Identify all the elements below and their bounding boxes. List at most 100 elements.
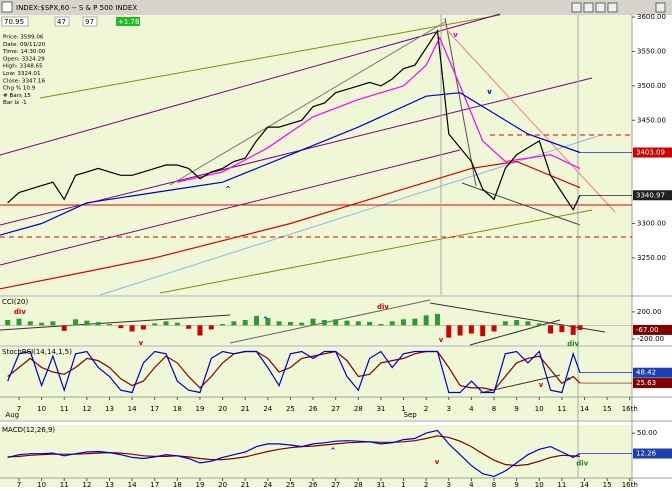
x-tick-label: 25 — [286, 481, 295, 487]
x-tick-label: 12 — [82, 481, 91, 487]
annotation: v — [539, 381, 544, 389]
x-tick-label: 21 — [241, 481, 250, 487]
annotation: v — [487, 88, 492, 96]
x-tick-label: 2 — [424, 481, 428, 487]
bar — [152, 323, 158, 326]
bar — [525, 321, 531, 326]
x-tick-label: 8 — [492, 481, 496, 487]
bar — [16, 318, 22, 326]
month-label: Aug — [5, 411, 19, 419]
bar — [310, 318, 316, 326]
field-box — [54, 16, 70, 27]
bar — [468, 325, 474, 334]
x-tick-label: 16th — [622, 481, 638, 487]
x-tick-label: 17 — [150, 481, 159, 487]
x-tick-label: 20 — [218, 481, 227, 487]
series-line — [7, 429, 581, 478]
x-tick-label: 11 — [60, 481, 69, 487]
x-tick-label: 18 — [173, 405, 182, 413]
series-line — [7, 350, 581, 391]
field-box — [1, 16, 29, 27]
bar — [548, 325, 554, 334]
x-tick-label: 24 — [263, 481, 272, 487]
value-box — [633, 367, 672, 378]
panel-title: StochRSI(14,14,1,5) — [2, 348, 72, 356]
info-line: Chg % 10.9 — [3, 86, 36, 92]
button[interactable] — [583, 2, 594, 13]
x-tick-label: 7 — [17, 481, 21, 487]
x-tick-label: 26 — [309, 405, 318, 413]
value-box-label: -67.00 — [636, 326, 659, 334]
bar — [220, 324, 226, 326]
annotation: ^ — [225, 186, 231, 194]
x-tick-label: 20 — [218, 405, 227, 413]
info-line: Bar Ix -1 — [3, 100, 27, 106]
bar — [367, 322, 373, 326]
x-tick-label: 19 — [195, 405, 204, 413]
x-tick-label: 31 — [376, 481, 385, 487]
x-tick-label: 18 — [173, 481, 182, 487]
toolbar-field: 47 — [57, 18, 66, 26]
y-tick-label: 3550.00 — [637, 47, 666, 55]
info-line: Price: 3599.06 — [3, 35, 44, 41]
toolbar — [0, 0, 672, 15]
bar — [299, 322, 305, 326]
bar — [333, 319, 339, 326]
cci-panel — [0, 297, 632, 345]
menu-icon[interactable] — [1, 1, 13, 13]
bar — [129, 325, 135, 332]
value-box — [633, 147, 672, 158]
annotation: v — [435, 458, 440, 466]
bar — [118, 325, 124, 329]
x-tick-label: 2 — [424, 405, 428, 413]
x-tick-label: 8 — [492, 405, 496, 413]
button[interactable] — [571, 2, 582, 13]
info-line: High: 3348.65 — [3, 64, 43, 70]
annotation: div — [567, 340, 579, 348]
button[interactable] — [595, 2, 606, 13]
bar — [254, 315, 260, 326]
field-box — [82, 16, 98, 27]
value-box — [633, 378, 672, 389]
x-tick-label: 14 — [580, 405, 589, 413]
annotation: div — [576, 459, 588, 467]
x-tick-label: 1 — [401, 405, 405, 413]
x-tick-label: 12 — [82, 405, 91, 413]
bar — [174, 322, 180, 326]
bar — [502, 321, 508, 326]
bar — [276, 321, 282, 326]
bar — [321, 319, 327, 326]
bar — [5, 319, 11, 326]
y-tick-label: 3600.00 — [637, 13, 666, 21]
bar — [457, 325, 463, 336]
x-tick-label: 9 — [514, 481, 518, 487]
series-line — [177, 36, 581, 183]
x-tick-label: 11 — [557, 481, 566, 487]
x-tick-label: 24 — [263, 405, 272, 413]
x-tick-label: 4 — [469, 405, 474, 413]
x-tick-label: 10 — [37, 405, 46, 413]
bar — [242, 319, 248, 326]
bar — [140, 325, 146, 330]
x-tick-label: 17 — [150, 405, 159, 413]
x-tick-label: 15 — [603, 405, 612, 413]
bar — [570, 325, 576, 335]
bar — [50, 321, 56, 326]
bar — [197, 325, 203, 336]
bar — [344, 320, 350, 326]
info-line: Date: 09/11/20 — [3, 42, 46, 48]
value-box-label: 12.26 — [636, 450, 657, 458]
x-tick-label: 9 — [514, 405, 518, 413]
button[interactable] — [655, 2, 666, 13]
series-line — [0, 160, 581, 290]
annotation: div — [377, 303, 389, 311]
trendlines — [0, 13, 632, 478]
value-box-label: 3340.97 — [636, 191, 665, 199]
bar — [401, 319, 407, 326]
series-line — [0, 92, 581, 236]
bar — [491, 325, 497, 332]
series-line — [7, 435, 581, 467]
annotation: ^ — [566, 377, 572, 385]
button[interactable] — [607, 2, 618, 13]
x-tick-label: 4 — [469, 481, 474, 487]
